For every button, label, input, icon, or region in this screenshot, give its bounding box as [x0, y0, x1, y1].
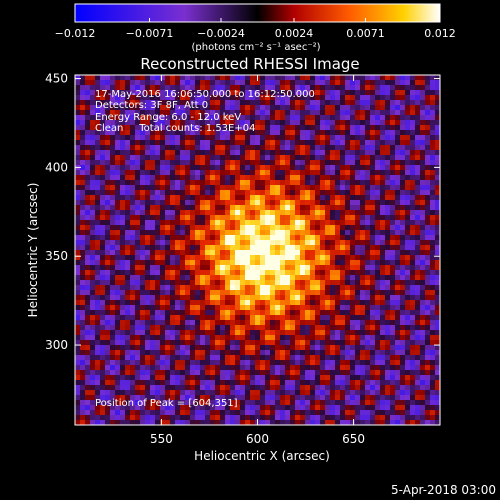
colorbar: −0.012 −0.0071 −0.0024 0.0024 0.0071 0.012 (p… [55, 3, 456, 53]
colorbar-tick-label: −0.0024 [197, 27, 245, 40]
colorbar-gradient [74, 3, 441, 23]
x-tick-label: 600 [246, 432, 269, 446]
x-axis-label: Heliocentric X (arcsec) [194, 449, 330, 463]
x-tick-label: 550 [150, 432, 173, 446]
colorbar-tick-label: 0.012 [424, 27, 456, 40]
annotation-time-range: 17-May-2016 16:06:50.000 to 16:12:50.000 [95, 89, 315, 100]
heatmap-image [75, 75, 440, 425]
colorbar-tick-label: 0.0024 [275, 27, 314, 40]
y-axis: 300 350 400 450 [45, 72, 440, 352]
x-axis: 550 600 650 [150, 75, 365, 446]
colorbar-ticks: −0.012 −0.0071 −0.0024 0.0024 0.0071 0.012 [55, 18, 456, 40]
annotation-energy-range: Energy Range: 6.0 - 12.0 keV [95, 112, 241, 123]
y-tick-label: 450 [45, 72, 68, 86]
colorbar-tick-label: −0.012 [55, 27, 96, 40]
y-tick-label: 350 [45, 249, 68, 263]
annotation-clean-counts: Clean Total counts: 1.53E+04 [95, 123, 255, 134]
peak-position-label: Position of Peak = [604,351] [95, 398, 238, 409]
colorbar-tick-label: −0.0071 [126, 27, 174, 40]
y-tick-label: 300 [45, 338, 68, 352]
x-tick-label: 650 [342, 432, 365, 446]
colorbar-unit-label: (photons cm⁻² s⁻¹ asec⁻²) [191, 42, 320, 53]
chart-title: Reconstructed RHESSI Image [140, 55, 359, 73]
footer-date: 5-Apr-2018 03:00 [391, 483, 496, 497]
y-tick-label: 400 [45, 160, 68, 174]
colorbar-tick-label: 0.0071 [346, 27, 385, 40]
y-axis-label: Heliocentric Y (arcsec) [26, 183, 40, 318]
info-annotations: 17-May-2016 16:06:50.000 to 16:12:50.000… [95, 89, 315, 134]
annotation-detectors: Detectors: 3F 8F, Att 0 [95, 100, 208, 111]
